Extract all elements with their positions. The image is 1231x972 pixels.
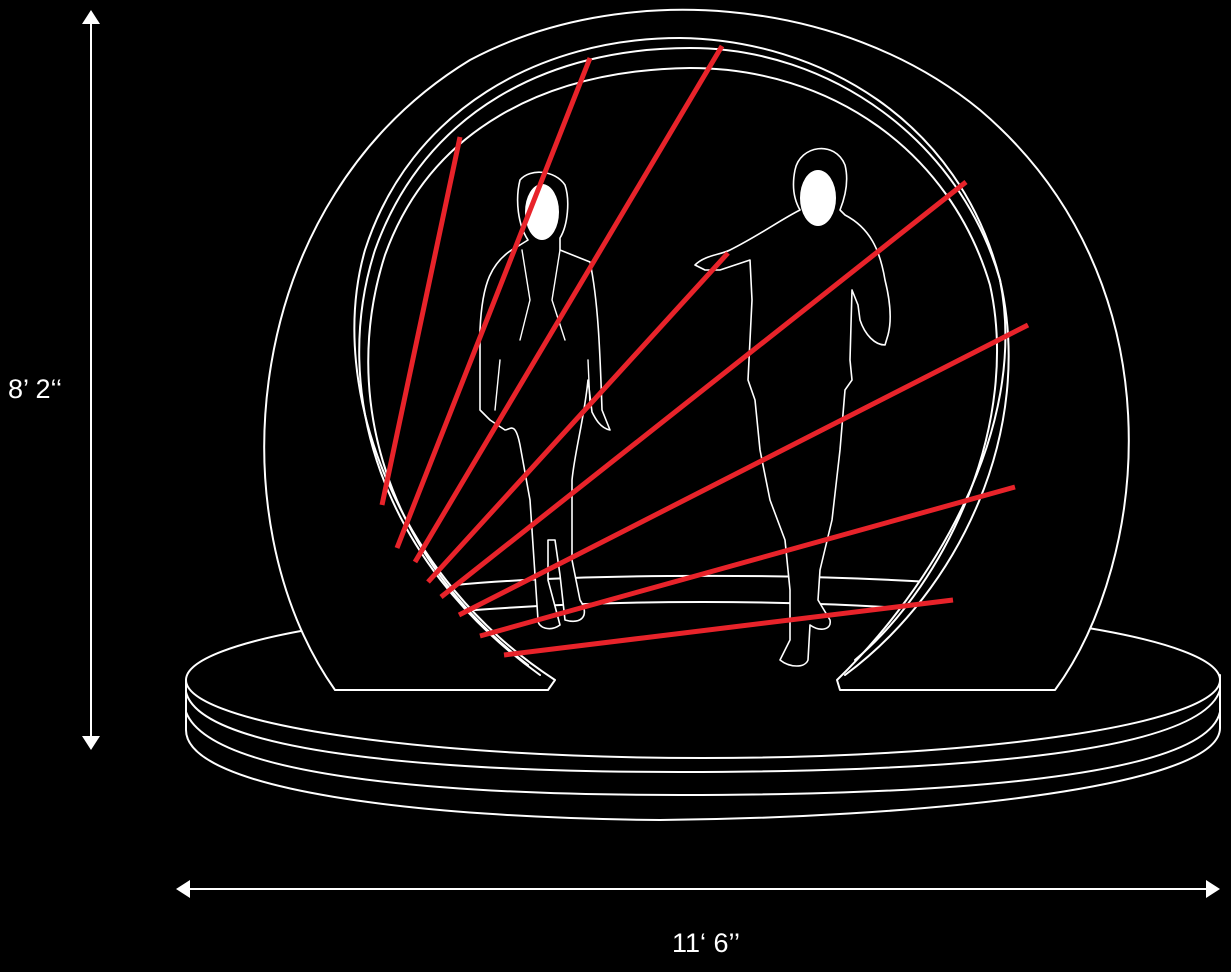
laser-beam-2 [394,57,593,549]
width-dimension-label: 11‘ 6’’ [672,928,741,958]
laser-beam-4 [426,251,730,584]
inner-floor [454,574,931,586]
height-dimension-arrow [82,10,100,750]
laser-beam-6 [457,322,1030,618]
ring-arch [263,8,1130,691]
laser-beam-1 [379,136,463,506]
laser-beam-7 [479,484,1016,639]
laser-beams [379,44,1030,658]
laser-beam-3 [412,44,725,564]
laser-beam-8 [503,597,954,658]
width-dimension-arrow [176,880,1220,898]
laser-beam-5 [439,180,968,599]
right-person-figure [694,147,891,667]
height-dimension-label: 8’ 2‘‘ [8,374,63,404]
